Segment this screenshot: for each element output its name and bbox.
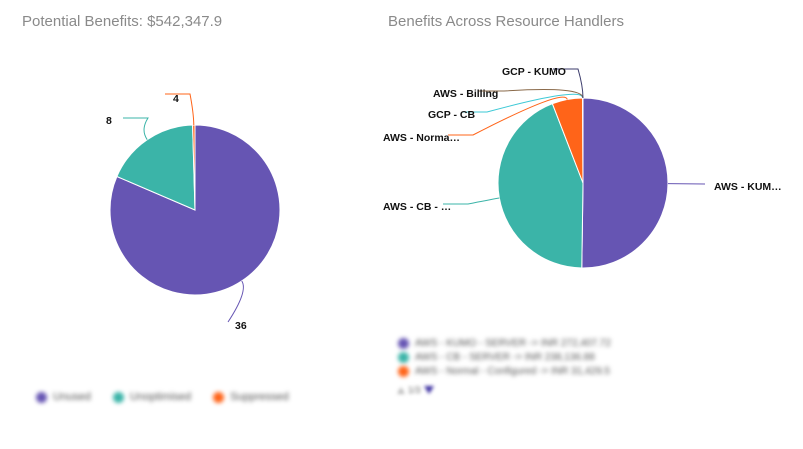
pager-down-icon[interactable] xyxy=(423,386,434,394)
legend-pager: 1/3 xyxy=(397,385,434,395)
right-legend-item-aws-kumo[interactable]: AWS - KUMO - SERVER -> INR 272,407.72 xyxy=(398,338,611,349)
legend-swatch-suppressed xyxy=(213,391,225,403)
legend-item-unused[interactable]: Unused xyxy=(36,391,91,403)
legend-item-unoptimised[interactable]: Unoptimised xyxy=(112,391,192,403)
pie2-leader-aws-normal-configured xyxy=(448,96,568,136)
pie1-leader-unoptimised xyxy=(123,117,149,140)
right-legend-item-aws-cb[interactable]: AWS - CB - SERVER -> INR 238,136.88 xyxy=(398,352,595,363)
pie2-leader-gcp-cb xyxy=(462,93,584,113)
legend-label-unoptimised: Unoptimised xyxy=(129,391,192,403)
pie2-label-aws-kumo-server: AWS - KUM… xyxy=(714,181,782,193)
pie2-leader-aws-billing xyxy=(479,89,584,99)
pie2-label-gcp-kumo: GCP - KUMO xyxy=(502,66,566,78)
pie2-leader-aws-cb-server xyxy=(443,197,500,205)
legend-label-aws-kumo: AWS - KUMO - SERVER -> INR 272,407.72 xyxy=(415,338,611,349)
pie1-label-unoptimised: 8 xyxy=(106,115,112,127)
legend-swatch-unoptimised xyxy=(112,391,124,403)
left-chart-title: Potential Benefits: $542,347.9 xyxy=(22,13,223,30)
pie2-label-aws-normal-configured: AWS - Norma… xyxy=(383,132,460,144)
pie2-leader-gcp-kumo xyxy=(553,68,584,99)
legend-swatch-unused xyxy=(36,391,47,403)
legend-label-aws-cb: AWS - CB - SERVER -> INR 238,136.88 xyxy=(415,352,595,363)
pie1-leader-suppressed xyxy=(165,93,195,126)
pie1-label-unused: 36 xyxy=(235,320,247,332)
pager-up-icon[interactable] xyxy=(397,386,405,394)
left-chart-legend: Unused Unoptimised Suppressed xyxy=(36,391,289,403)
pie2-label-aws-billing: AWS - Billing xyxy=(433,88,498,100)
legend-label-suppressed: Suppressed xyxy=(230,391,289,403)
legend-item-suppressed[interactable]: Suppressed xyxy=(213,391,289,403)
pie1-label-suppressed: 4 xyxy=(173,93,179,105)
pie2-label-gcp-cb: GCP - CB xyxy=(428,109,475,121)
legend-label-aws-normal: AWS - Normal - Configured -> INR 31,429.… xyxy=(415,366,610,377)
legend-swatch-aws-kumo xyxy=(398,338,409,349)
legend-swatch-aws-normal xyxy=(398,366,409,377)
legend-label-unused: Unused xyxy=(53,391,91,403)
pager-text: 1/3 xyxy=(408,385,421,395)
pie2-label-aws-cb-server: AWS - CB - … xyxy=(383,201,451,213)
pie1-leader-unused xyxy=(227,280,244,323)
right-legend-item-aws-normal[interactable]: AWS - Normal - Configured -> INR 31,429.… xyxy=(398,366,610,377)
pie1-slice-unoptimised[interactable] xyxy=(116,124,196,211)
right-chart-title: Benefits Across Resource Handlers xyxy=(388,13,624,30)
legend-swatch-aws-cb xyxy=(398,352,409,363)
pie2-slice-aws-kumo-server[interactable] xyxy=(581,97,669,269)
pie2-slice-aws-cb-server[interactable] xyxy=(497,103,584,269)
